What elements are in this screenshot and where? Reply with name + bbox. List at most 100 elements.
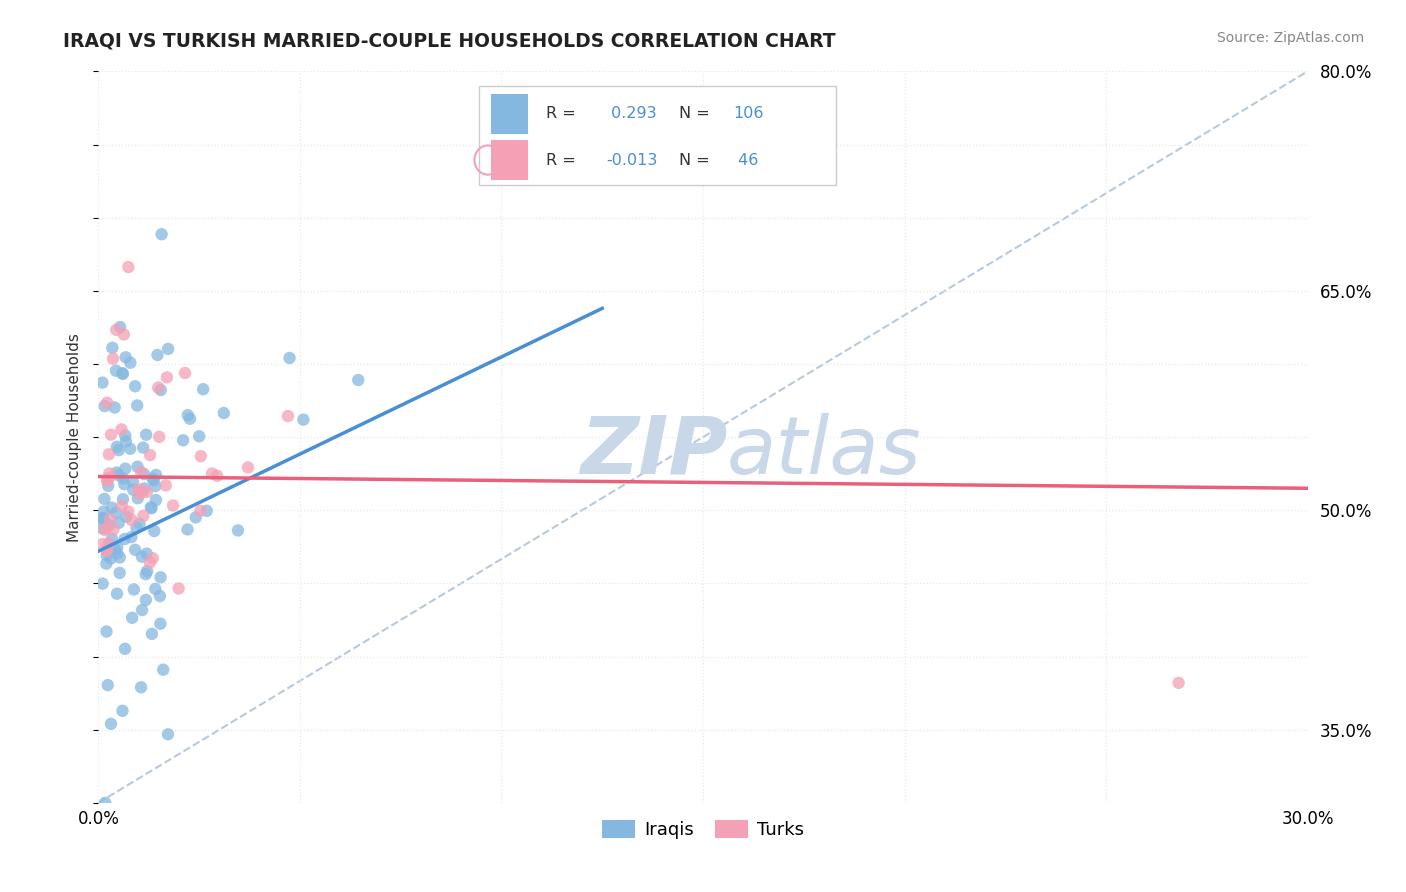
Text: atlas: atlas bbox=[727, 413, 922, 491]
Point bbox=[105, 547, 128, 561]
Point bbox=[347, 373, 370, 387]
FancyBboxPatch shape bbox=[479, 86, 837, 185]
Point bbox=[132, 508, 155, 523]
Point bbox=[162, 499, 184, 513]
Point bbox=[96, 474, 118, 488]
Point bbox=[101, 341, 124, 355]
Point bbox=[135, 593, 157, 607]
Point bbox=[143, 582, 166, 596]
Point bbox=[97, 479, 120, 493]
Point bbox=[128, 516, 150, 531]
Point bbox=[112, 477, 135, 491]
Point bbox=[149, 616, 172, 631]
Point bbox=[136, 484, 159, 499]
Point bbox=[117, 504, 139, 518]
Point bbox=[97, 471, 120, 485]
Point bbox=[190, 449, 212, 463]
Point bbox=[93, 399, 115, 413]
Point bbox=[105, 323, 128, 337]
Point bbox=[96, 544, 118, 558]
Point bbox=[179, 411, 201, 425]
Point bbox=[91, 376, 114, 390]
Text: 46: 46 bbox=[734, 153, 759, 168]
Point bbox=[91, 511, 114, 525]
Point bbox=[177, 409, 200, 423]
Point bbox=[114, 351, 136, 365]
Point bbox=[131, 484, 153, 499]
Point bbox=[91, 576, 114, 591]
Point bbox=[111, 704, 134, 718]
Point bbox=[143, 524, 166, 538]
Point bbox=[121, 611, 143, 625]
Point bbox=[167, 582, 190, 596]
Point bbox=[188, 429, 211, 443]
Point bbox=[278, 351, 301, 365]
Point bbox=[122, 483, 145, 497]
Point bbox=[136, 564, 159, 578]
Y-axis label: Married-couple Households: Married-couple Households bbox=[67, 333, 83, 541]
Point bbox=[195, 504, 218, 518]
Point bbox=[96, 549, 118, 563]
Point bbox=[190, 504, 212, 518]
Point bbox=[98, 512, 121, 526]
Text: ZIP: ZIP bbox=[579, 413, 727, 491]
Point bbox=[139, 556, 162, 570]
Point bbox=[93, 504, 115, 518]
Point bbox=[97, 536, 120, 550]
Point bbox=[127, 399, 149, 413]
Point bbox=[103, 523, 125, 537]
Point bbox=[132, 467, 155, 481]
Point bbox=[174, 366, 197, 380]
Point bbox=[112, 327, 135, 342]
Point bbox=[100, 427, 122, 442]
Point bbox=[104, 401, 127, 415]
Point bbox=[96, 624, 118, 639]
Point bbox=[120, 356, 142, 370]
Point bbox=[97, 678, 120, 692]
Point bbox=[172, 434, 194, 448]
Point bbox=[91, 537, 114, 551]
Point bbox=[107, 468, 129, 483]
Point bbox=[111, 366, 134, 380]
Point bbox=[105, 587, 128, 601]
Point bbox=[108, 566, 131, 580]
Point bbox=[96, 542, 118, 557]
Point bbox=[97, 447, 120, 461]
Point bbox=[107, 443, 129, 458]
Point bbox=[115, 434, 138, 449]
Point bbox=[141, 501, 163, 516]
Text: N =: N = bbox=[679, 106, 714, 121]
Point bbox=[191, 382, 214, 396]
Point bbox=[94, 523, 117, 537]
Point bbox=[104, 542, 127, 557]
Point bbox=[110, 422, 132, 436]
Bar bbox=[492, 94, 527, 134]
Point bbox=[132, 441, 155, 455]
Point bbox=[105, 466, 128, 480]
Text: 0.293: 0.293 bbox=[606, 106, 657, 121]
Point bbox=[184, 510, 207, 524]
Text: 106: 106 bbox=[734, 106, 763, 121]
Point bbox=[91, 521, 114, 535]
Point bbox=[139, 500, 162, 515]
Point bbox=[128, 486, 150, 500]
Point bbox=[149, 383, 172, 397]
Point bbox=[155, 478, 177, 492]
Point bbox=[101, 532, 124, 546]
Point bbox=[127, 459, 149, 474]
Point bbox=[205, 468, 228, 483]
Point bbox=[122, 582, 145, 597]
Text: N =: N = bbox=[679, 153, 714, 168]
Point bbox=[120, 530, 142, 544]
Point bbox=[1167, 676, 1189, 690]
Point bbox=[156, 370, 179, 384]
Point bbox=[226, 524, 249, 538]
Point bbox=[114, 532, 136, 546]
Point bbox=[91, 512, 114, 526]
Point bbox=[108, 320, 131, 334]
Point bbox=[100, 716, 122, 731]
Point bbox=[157, 342, 180, 356]
Point bbox=[148, 430, 170, 444]
Point bbox=[122, 475, 145, 489]
Point bbox=[142, 473, 165, 487]
